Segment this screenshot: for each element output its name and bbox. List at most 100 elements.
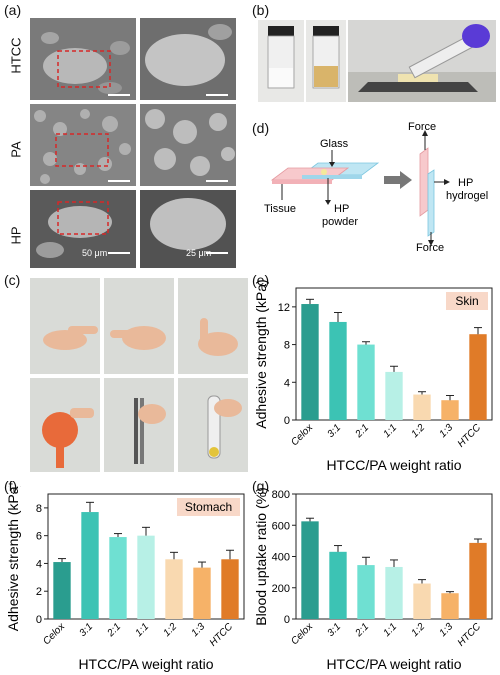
tissue-tag: Stomach [185, 500, 232, 514]
bar [221, 559, 239, 619]
x-tick-label: HTCC [456, 422, 484, 450]
y-tick-label: 0 [36, 614, 42, 626]
chart-stomach: 0 2 4 6 8 Celox 3:1 2:1 1:1 1:2 1:3 HTCC HTCC/PA wei… [5, 486, 245, 672]
label-force-top: Force [408, 121, 436, 133]
bar [329, 321, 347, 420]
photo-finger-2 [104, 278, 174, 374]
x-tick-label: HTCC [456, 621, 484, 649]
photo-tweezers [104, 378, 174, 472]
y-tick-label: 600 [272, 520, 290, 532]
chart-skin: 0 4 8 12 Celox 3:1 2:1 1:1 1:2 1:3 HTCC HTCC/PA wei… [253, 280, 493, 473]
row-label-htcc: HTCC [8, 37, 24, 74]
panel-a-label: (a) [4, 2, 22, 18]
photo-tube [178, 378, 248, 472]
x-tick-label: 1:2 [410, 621, 428, 639]
x-tick-label: 1:3 [438, 422, 456, 440]
panel-d-label: (d) [252, 120, 270, 136]
x-tick-label: Celox [289, 621, 316, 648]
sem-pa-high [140, 104, 236, 186]
y-tick-label: 12 [278, 302, 290, 314]
label-glass: Glass [320, 138, 349, 150]
chart-blood-uptake: 0 200 400 600 800 Celox 3:1 2:1 1:1 1:2 1:3 HTCC HTC… [253, 487, 493, 672]
y-tick-label: 4 [284, 377, 290, 389]
x-tick-label: HTCC [208, 621, 236, 649]
bar [109, 537, 127, 619]
bar [385, 566, 403, 619]
x-axis-label: HTCC/PA weight ratio [326, 656, 461, 672]
y-axis-label: Adhesive strength (kPa) [253, 280, 269, 429]
photo-finger-1 [30, 278, 100, 374]
x-tick-label: 2:1 [353, 422, 371, 440]
y-tick-label: 0 [284, 415, 290, 427]
y-axis-label: Blood uptake ratio (%) [253, 487, 269, 626]
x-axis-label: HTCC/PA weight ratio [78, 656, 213, 672]
bar [329, 551, 347, 619]
bar [413, 394, 431, 420]
y-tick-label: 2 [36, 586, 42, 598]
bar [357, 344, 375, 420]
bar [53, 562, 71, 619]
bar [441, 400, 459, 420]
sem-pa-low [30, 104, 136, 186]
y-tick-label: 800 [272, 489, 290, 501]
x-tick-label: 1:1 [382, 422, 400, 440]
x-axis-label: HTCC/PA weight ratio [326, 457, 461, 473]
photo-syringe [348, 20, 496, 102]
x-tick-label: 1:1 [134, 621, 152, 639]
sem-hp-high: 25 μm [140, 190, 236, 268]
x-tick-label: 3:1 [326, 621, 344, 639]
y-tick-label: 8 [284, 340, 290, 352]
bar [469, 334, 487, 420]
bar [469, 542, 487, 619]
panel-e-label: (e) [252, 272, 270, 288]
x-tick-label: 1:1 [382, 621, 400, 639]
y-tick-label: 8 [36, 503, 42, 515]
row-label-pa: PA [8, 141, 24, 158]
x-tick-label: 1:3 [438, 621, 456, 639]
y-tick-label: 400 [272, 552, 290, 564]
x-tick-label: 1:2 [410, 422, 428, 440]
x-tick-label: 3:1 [78, 621, 96, 639]
sem-hp-low: 50 μm [30, 190, 136, 268]
y-tick-label: 4 [36, 558, 42, 570]
photo-vial-yellow [306, 20, 346, 102]
row-label-hp: HP [8, 226, 24, 245]
panel-c-label: (c) [4, 272, 21, 288]
bar [413, 583, 431, 619]
scale-label-right: 25 μm [186, 248, 212, 258]
bar [165, 559, 183, 619]
label-hp-powder: HP powder [322, 203, 358, 228]
sem-htcc-low [30, 18, 136, 100]
photo-finger-3 [178, 278, 248, 374]
bar [301, 521, 319, 619]
x-tick-label: 3:1 [326, 422, 344, 440]
sem-htcc-high [140, 18, 236, 100]
tissue-tag-bg [177, 498, 240, 516]
bar [137, 535, 155, 619]
panel-f-label: (f) [4, 478, 18, 494]
bar [385, 371, 403, 420]
dashed-box [57, 50, 111, 88]
bar [193, 567, 211, 619]
x-tick-label: 2:1 [105, 621, 123, 639]
y-tick-label: 0 [284, 614, 290, 626]
y-tick-label: 6 [36, 531, 42, 543]
label-tissue: Tissue [264, 203, 296, 215]
bar [441, 593, 459, 619]
bar [301, 304, 319, 420]
y-axis-label: Adhesive strength (kPa) [5, 486, 21, 631]
tissue-tag-bg [446, 292, 488, 310]
x-tick-label: 1:2 [162, 621, 180, 639]
photo-vial-white [258, 20, 304, 102]
scale-label-left: 50 μm [82, 248, 108, 258]
bar [81, 512, 99, 619]
bar [357, 565, 375, 619]
schematic-diagram: Glass Force Tissue HP powder HP hydrogel F… [264, 121, 488, 252]
x-tick-label: Celox [289, 422, 316, 449]
y-tick-label: 200 [272, 583, 290, 595]
x-tick-label: 1:3 [190, 621, 208, 639]
panel-b-label: (b) [252, 2, 270, 18]
tissue-tag: Skin [455, 294, 478, 308]
x-tick-label: 2:1 [353, 621, 371, 639]
label-force-bottom: Force [416, 242, 444, 252]
